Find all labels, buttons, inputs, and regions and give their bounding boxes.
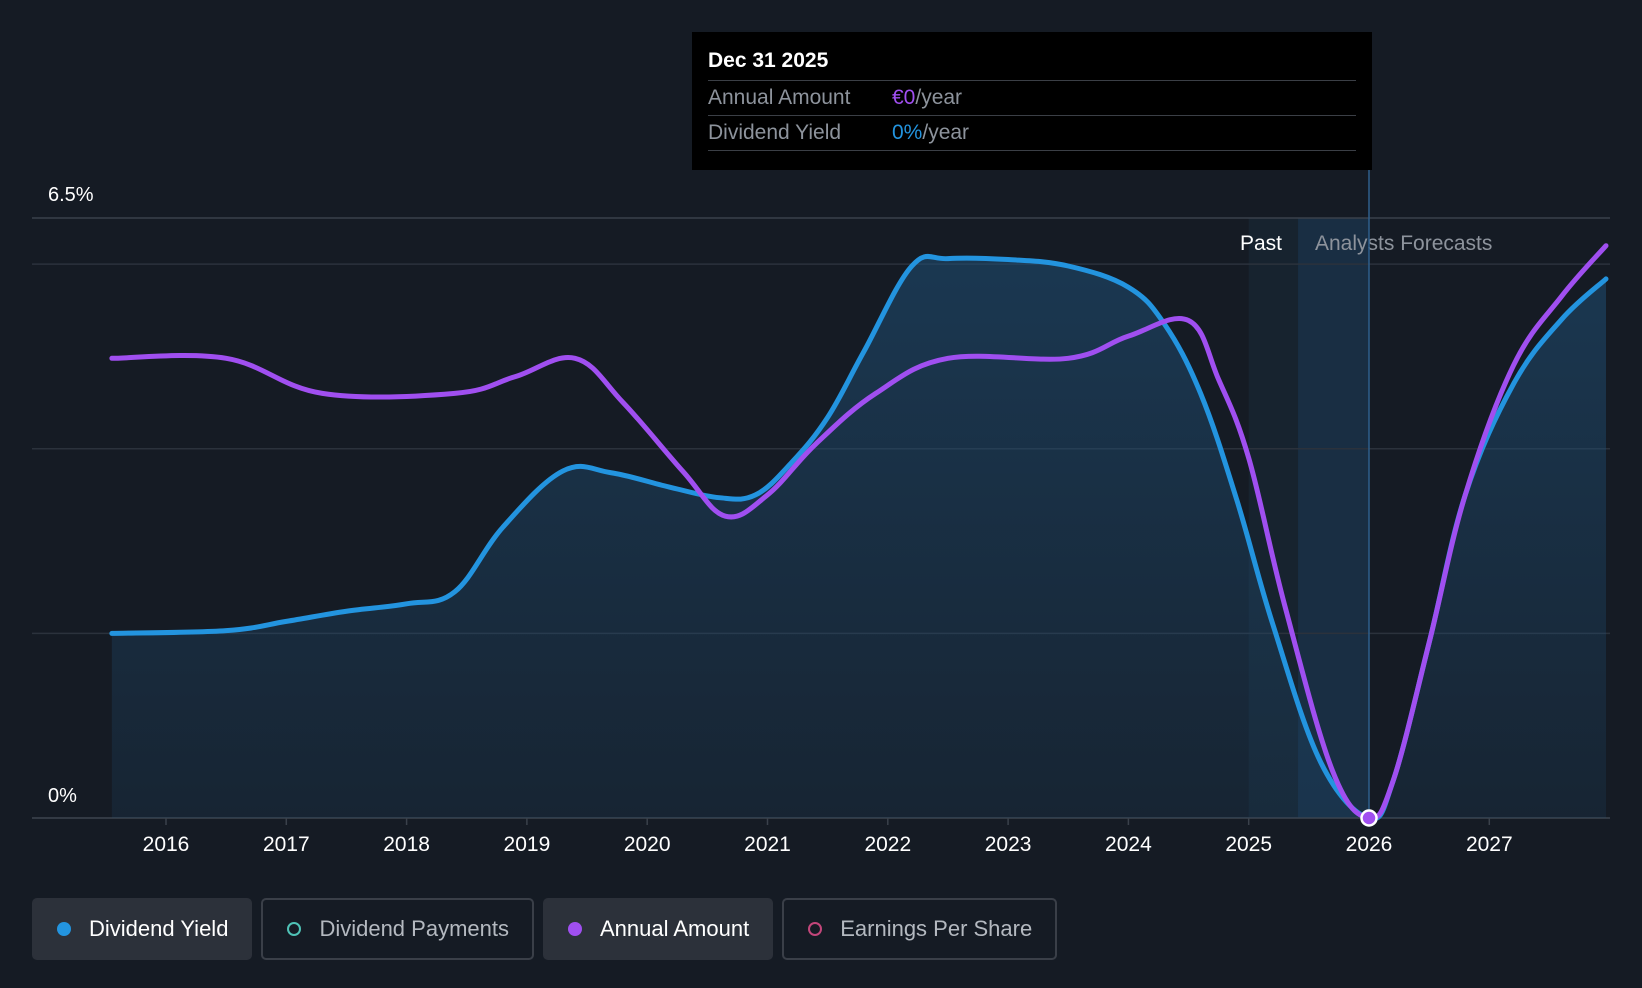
x-tick-label: 2021 [744,833,791,856]
tooltip-label: Dividend Yield [708,121,842,144]
x-tick-label: 2016 [143,833,190,856]
tooltip-date: Dec 31 2025 [708,46,1356,81]
legend-label: Earnings Per Share [840,916,1033,941]
tooltip-value: 0% [892,121,923,144]
tooltip-row-annual-amount: Annual Amount €0 /year [708,81,1356,116]
legend-toggle-dividend-payments[interactable]: Dividend Payments [261,898,534,960]
filled-dot-icon [57,922,71,936]
past-label: Past [1240,232,1282,255]
legend-toggle-dividend-yield[interactable]: Dividend Yield [32,898,253,960]
x-tick-label: 2019 [504,833,551,856]
legend-label: Dividend Payments [319,916,509,941]
series-line-annual-amount [109,243,1609,821]
x-tick-label: 2027 [1466,833,1513,856]
x-tick-label: 2017 [263,833,310,856]
hover-region-shade [1298,218,1369,818]
x-tick-label: 2026 [1346,833,1393,856]
filled-dot-icon [567,922,582,936]
tooltip-label: Annual Amount [708,86,851,109]
x-tick-label: 2018 [383,833,430,856]
chart-legend: Dividend Yield Dividend Payments Annual … [32,898,1058,960]
tooltip-unit: /year [915,86,963,109]
legend-toggle-earnings-per-share[interactable]: Earnings Per Share [782,898,1058,960]
tooltip-unit: /year [922,121,970,144]
hover-point-marker [1360,809,1378,827]
legend-toggle-annual-amount[interactable]: Annual Amount [542,898,774,960]
x-tick-label: 2020 [624,833,671,856]
hover-tooltip: Dec 31 2025 Annual Amount €0 /year Divid… [692,32,1372,170]
tooltip-value: €0 [892,86,916,109]
legend-label: Annual Amount [599,916,750,941]
series-area-dividend-yield [111,256,1606,819]
x-tick-label: 2022 [864,833,911,856]
x-tick-label: 2025 [1225,833,1272,856]
forecast-label: Analysts Forecasts [1315,232,1492,255]
tooltip-row-dividend-yield: Dividend Yield 0% /year [708,116,1356,151]
hollow-dot-icon [808,922,823,936]
y-tick-label: 0% [48,785,77,807]
hollow-dot-icon [287,922,302,936]
y-tick-label: 6.5% [48,184,94,206]
legend-label: Dividend Yield [89,916,229,941]
x-tick-label: 2024 [1105,833,1152,856]
x-tick-label: 2023 [985,833,1032,856]
